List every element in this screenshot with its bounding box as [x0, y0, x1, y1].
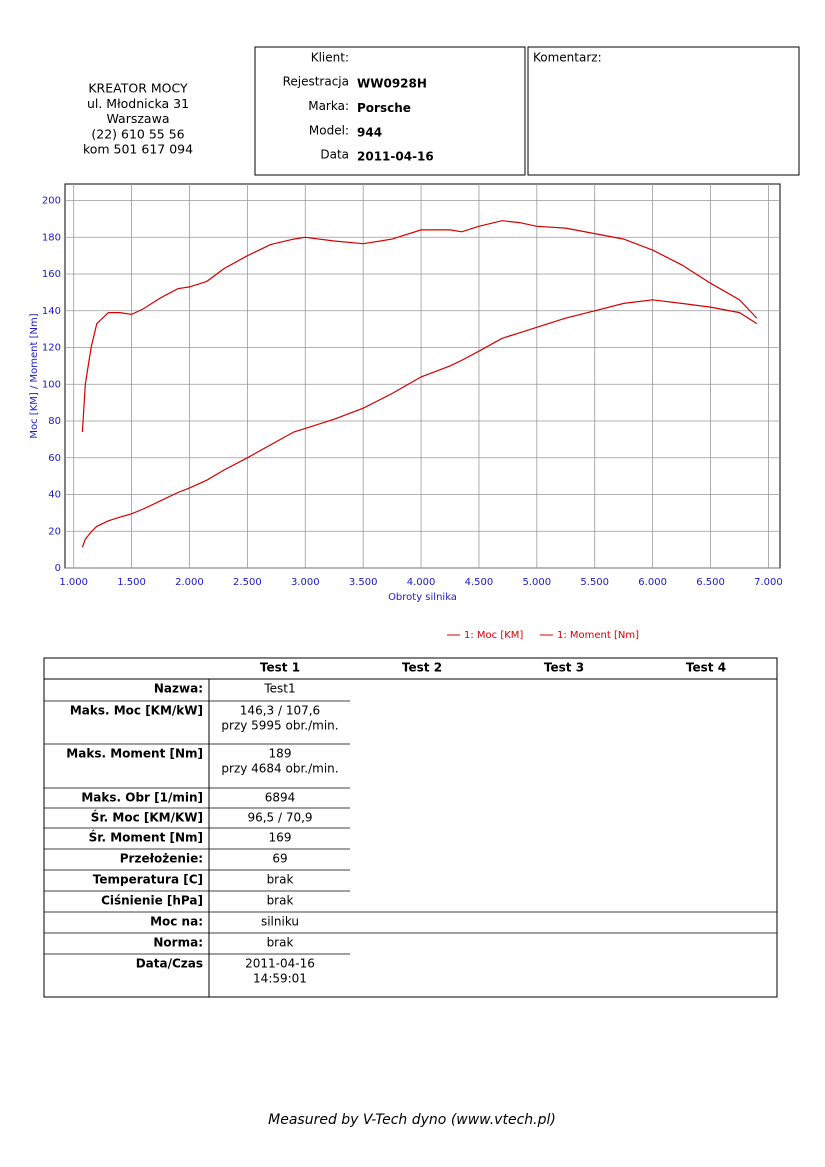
table-frame [43, 657, 778, 998]
cell-value: 169 [269, 831, 292, 845]
x-tick-label: 5.500 [580, 577, 609, 588]
company-line: Warszawa [107, 111, 170, 126]
client-value: Porsche [357, 101, 411, 115]
y-tick-label: 40 [48, 490, 61, 501]
x-tick-label: 6.000 [638, 577, 667, 588]
row-label: Maks. Moc [KM/kW] [70, 704, 203, 718]
y-tick-label: 180 [42, 232, 61, 243]
cell-value: 69 [272, 852, 287, 866]
company-line: (22) 610 55 56 [91, 126, 184, 141]
row-label: Śr. Moment [Nm] [89, 830, 203, 845]
x-axis-label: Obroty silnika [388, 592, 457, 603]
cell-value: 189 [269, 747, 292, 761]
cell-value: Test1 [263, 682, 295, 696]
legend-label: 1: Moc [KM] [464, 630, 523, 641]
row-label: Śr. Moc [KM/KW] [91, 810, 203, 825]
cell-value: 96,5 / 70,9 [247, 811, 312, 825]
column-header: Test 1 [260, 661, 300, 675]
row-label: Maks. Obr [1/min] [81, 791, 203, 805]
series-line [81, 220, 758, 433]
y-tick-label: 120 [42, 343, 61, 354]
x-tick-label: 1.500 [117, 577, 146, 588]
x-tick-label: 7.000 [754, 577, 783, 588]
x-tick-label: 6.500 [696, 577, 725, 588]
row-label: Temperatura [C] [93, 873, 203, 887]
cell-value: 14:59:01 [253, 972, 307, 986]
client-label: Marka: [308, 99, 349, 113]
cell-value: brak [267, 936, 294, 950]
y-tick-label: 0 [55, 563, 61, 574]
y-tick-label: 100 [42, 379, 61, 390]
company-line: ul. Młodnicka 31 [87, 96, 189, 111]
x-tick-label: 2.500 [233, 577, 262, 588]
y-tick-label: 60 [48, 453, 61, 464]
cell-value: silniku [261, 915, 299, 929]
x-tick-label: 2.000 [175, 577, 204, 588]
legend-label: 1: Moment [Nm] [557, 630, 639, 641]
column-header: Test 2 [402, 661, 442, 675]
client-label: Model: [309, 123, 349, 137]
row-label: Maks. Moment [Nm] [66, 747, 203, 761]
row-label: Norma: [153, 936, 203, 950]
x-tick-label: 4.500 [465, 577, 494, 588]
footer: Measured by V-Tech dyno (www.vtech.pl) [268, 1112, 556, 1128]
row-label: Ciśnienie [hPa] [101, 894, 203, 908]
y-tick-label: 200 [42, 196, 61, 207]
client-value: 2011-04-16 [357, 150, 434, 164]
client-value: 944 [357, 125, 382, 139]
series-line [81, 299, 758, 548]
row-label: Nazwa: [154, 682, 203, 696]
row-label: Przełożenie: [120, 852, 203, 866]
x-tick-label: 4.000 [407, 577, 436, 588]
comment-label: Komentarz: [533, 51, 602, 65]
client-label: Rejestracja [283, 75, 349, 89]
column-header: Test 4 [686, 661, 726, 675]
y-tick-label: 80 [48, 416, 61, 427]
y-axis-label: Moc [KM] / Moment [Nm] [29, 313, 40, 438]
y-tick-label: 160 [42, 269, 61, 280]
client-box [254, 46, 526, 176]
cell-value: brak [267, 894, 294, 908]
x-tick-label: 5.000 [523, 577, 552, 588]
comment-box [527, 46, 800, 176]
client-value: WW0928H [357, 77, 427, 91]
y-tick-label: 140 [42, 306, 61, 317]
client-label: Klient: [311, 51, 349, 65]
cell-value: 2011-04-16 [245, 957, 315, 971]
cell-value: 146,3 / 107,6 [240, 704, 320, 718]
company-line: kom 501 617 094 [83, 142, 193, 157]
row-label: Data/Czas [136, 957, 203, 971]
company-line: KREATOR MOCY [88, 81, 188, 96]
row-label: Moc na: [150, 915, 203, 929]
y-tick-label: 20 [48, 526, 61, 537]
x-tick-label: 3.500 [349, 577, 378, 588]
client-label: Data [320, 148, 349, 162]
cell-value: 6894 [265, 791, 296, 805]
x-tick-label: 3.000 [291, 577, 320, 588]
cell-value: przy 5995 obr./min. [221, 719, 338, 733]
cell-value: brak [267, 873, 294, 887]
x-tick-label: 1.000 [59, 577, 88, 588]
cell-value: przy 4684 obr./min. [221, 762, 338, 776]
column-header: Test 3 [544, 661, 584, 675]
